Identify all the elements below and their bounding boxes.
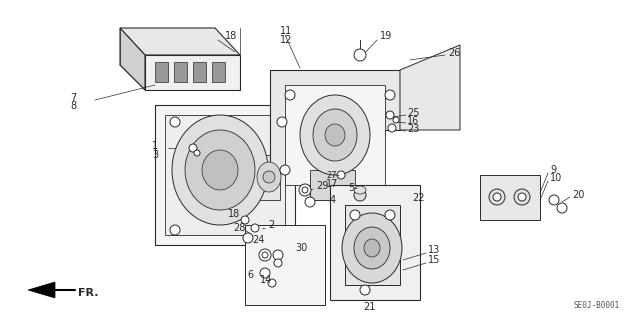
Text: 14: 14 [260, 275, 272, 285]
Text: 28: 28 [233, 223, 245, 233]
Ellipse shape [342, 213, 402, 283]
Circle shape [337, 171, 345, 179]
Text: 24: 24 [252, 235, 264, 245]
Circle shape [360, 285, 370, 295]
Text: 1: 1 [152, 141, 158, 151]
Text: 23: 23 [407, 124, 419, 134]
Circle shape [273, 250, 283, 260]
Circle shape [385, 210, 395, 220]
Polygon shape [310, 170, 355, 200]
Polygon shape [212, 62, 225, 82]
Circle shape [305, 197, 315, 207]
Circle shape [263, 171, 275, 183]
Circle shape [262, 252, 268, 258]
Ellipse shape [313, 109, 357, 161]
Circle shape [557, 203, 567, 213]
Text: SE0J-B0001: SE0J-B0001 [573, 301, 620, 310]
Circle shape [549, 195, 559, 205]
Text: 21: 21 [363, 302, 376, 312]
Circle shape [393, 117, 399, 123]
Text: 9: 9 [550, 165, 556, 175]
Ellipse shape [257, 162, 281, 192]
Text: 30: 30 [295, 243, 307, 253]
Ellipse shape [354, 227, 390, 269]
Ellipse shape [300, 95, 370, 175]
Text: 3: 3 [152, 150, 158, 160]
Circle shape [243, 233, 253, 243]
Circle shape [194, 150, 200, 156]
Text: 4: 4 [330, 195, 336, 205]
Text: 16: 16 [407, 116, 419, 126]
Circle shape [518, 193, 526, 201]
Text: 19: 19 [380, 31, 392, 41]
Text: 11: 11 [280, 26, 292, 36]
Polygon shape [193, 62, 206, 82]
Circle shape [350, 210, 360, 220]
Polygon shape [145, 55, 240, 90]
Text: 13: 13 [428, 245, 440, 255]
Text: 18: 18 [228, 209, 240, 219]
Circle shape [251, 224, 259, 232]
Ellipse shape [202, 150, 238, 190]
Text: 5-: 5- [348, 183, 358, 193]
Circle shape [299, 184, 311, 196]
Polygon shape [245, 225, 325, 305]
Text: 6: 6 [247, 270, 253, 280]
Polygon shape [345, 205, 400, 285]
Circle shape [277, 117, 287, 127]
Text: 2: 2 [268, 220, 275, 230]
Circle shape [170, 225, 180, 235]
Circle shape [285, 90, 295, 100]
Polygon shape [270, 70, 400, 200]
Circle shape [170, 117, 180, 127]
Polygon shape [155, 62, 168, 82]
Polygon shape [165, 115, 285, 235]
Circle shape [260, 268, 270, 278]
Circle shape [280, 165, 290, 175]
Polygon shape [174, 62, 187, 82]
Polygon shape [155, 105, 295, 245]
Circle shape [386, 111, 394, 119]
Circle shape [189, 144, 197, 152]
Circle shape [354, 49, 366, 61]
Text: 15: 15 [428, 255, 440, 265]
Polygon shape [28, 282, 55, 298]
Circle shape [514, 189, 530, 205]
Circle shape [388, 124, 396, 132]
Text: 26: 26 [448, 48, 460, 58]
Circle shape [489, 189, 505, 205]
Text: 17: 17 [326, 179, 339, 189]
Polygon shape [330, 185, 420, 300]
Circle shape [385, 90, 395, 100]
Polygon shape [120, 28, 240, 55]
Polygon shape [285, 85, 385, 185]
Ellipse shape [354, 186, 366, 194]
Text: 27-: 27- [326, 170, 340, 180]
Circle shape [268, 279, 276, 287]
Ellipse shape [185, 130, 255, 210]
Text: 18: 18 [225, 31, 237, 41]
Circle shape [259, 249, 271, 261]
Polygon shape [480, 175, 540, 220]
Polygon shape [400, 45, 460, 130]
Circle shape [354, 189, 366, 201]
Ellipse shape [172, 115, 268, 225]
Text: 22: 22 [412, 193, 424, 203]
Text: FR.: FR. [78, 288, 99, 298]
Text: 8: 8 [70, 101, 76, 111]
Circle shape [274, 259, 282, 267]
Text: 12: 12 [280, 35, 292, 45]
Text: 7: 7 [70, 93, 76, 103]
Circle shape [493, 193, 501, 201]
Circle shape [302, 187, 308, 193]
Ellipse shape [364, 239, 380, 257]
Polygon shape [120, 28, 145, 90]
Text: 29: 29 [316, 181, 328, 191]
Text: 25: 25 [407, 108, 419, 118]
Ellipse shape [325, 124, 345, 146]
Text: 10: 10 [550, 173, 563, 183]
Text: 20: 20 [572, 190, 584, 200]
Polygon shape [258, 155, 280, 200]
Circle shape [241, 216, 249, 224]
